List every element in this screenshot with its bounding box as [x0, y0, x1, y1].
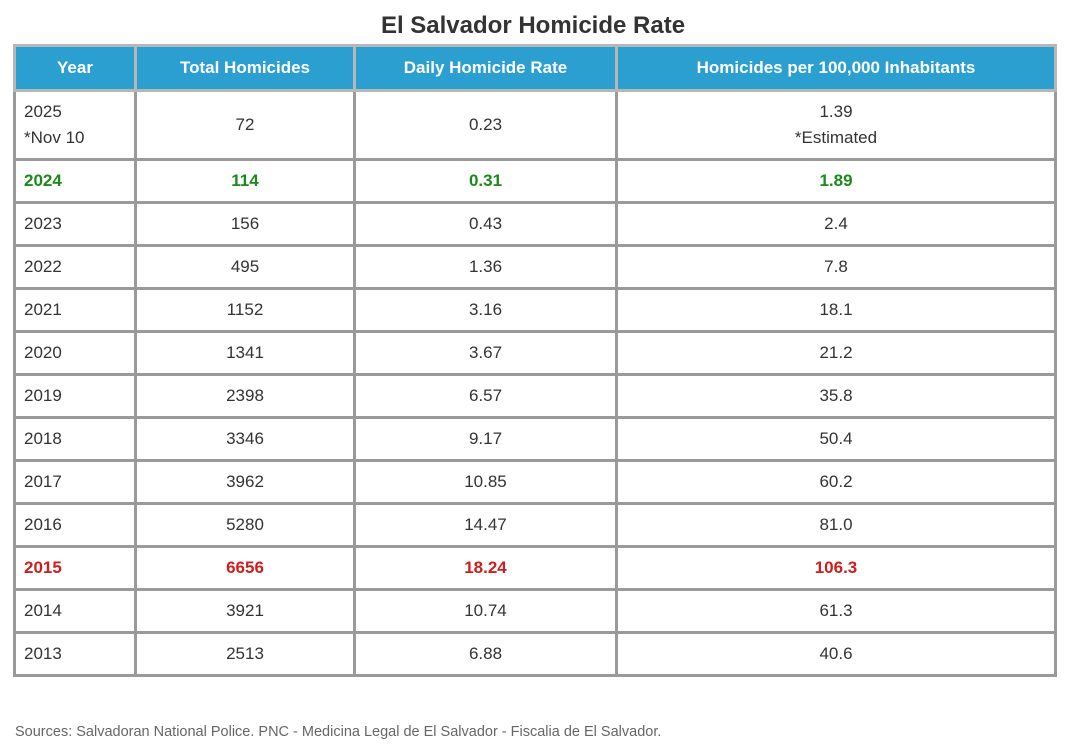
- page-title: El Salvador Homicide Rate: [380, 12, 686, 39]
- per-100k-cell: 81.0: [615, 502, 1057, 548]
- total-homicides-cell: 1152: [134, 287, 356, 333]
- daily-rate-cell: 3.67: [353, 330, 618, 376]
- daily-rate-cell: 9.17: [353, 416, 618, 462]
- table-row-highlight-red: 2015 6656 18.24 106.3: [13, 545, 1057, 591]
- table-row: 2023 156 0.43 2.4: [13, 201, 1057, 247]
- per-100k-cell: 60.2: [615, 459, 1057, 505]
- daily-rate-cell: 0.31: [353, 158, 618, 204]
- column-header-per-100k: Homicides per 100,000 Inhabitants: [615, 44, 1057, 92]
- year-cell: 2022: [13, 244, 137, 290]
- total-homicides-cell: 6656: [134, 545, 356, 591]
- daily-rate-cell: 6.57: [353, 373, 618, 419]
- daily-rate-cell: 18.24: [353, 545, 618, 591]
- homicide-table: Year Total Homicides Daily Homicide Rate…: [13, 44, 1057, 677]
- daily-rate-cell: 1.36: [353, 244, 618, 290]
- table-row: 2019 2398 6.57 35.8: [13, 373, 1057, 419]
- table-row: 2014 3921 10.74 61.3: [13, 588, 1057, 634]
- table-row: 2017 3962 10.85 60.2: [13, 459, 1057, 505]
- year-note: *Nov 10: [24, 128, 85, 147]
- year-cell: 2014: [13, 588, 137, 634]
- per-100k-note: *Estimated: [794, 128, 878, 147]
- total-homicides-cell: 114: [134, 158, 356, 204]
- daily-rate-cell: 0.43: [353, 201, 618, 247]
- year-cell: 2023: [13, 201, 137, 247]
- year-cell: 2013: [13, 631, 137, 677]
- total-homicides-cell: 2513: [134, 631, 356, 677]
- column-header-total-homicides: Total Homicides: [134, 44, 356, 92]
- table-row: 2022 495 1.36 7.8: [13, 244, 1057, 290]
- total-homicides-cell: 1341: [134, 330, 356, 376]
- table-row: 2021 1152 3.16 18.1: [13, 287, 1057, 333]
- total-homicides-cell: 3962: [134, 459, 356, 505]
- per-100k-value: 1.39: [819, 102, 853, 121]
- column-header-year: Year: [13, 44, 137, 92]
- daily-rate-cell: 10.85: [353, 459, 618, 505]
- per-100k-cell: 1.39 *Estimated: [615, 89, 1057, 161]
- daily-rate-cell: 0.23: [353, 89, 618, 161]
- total-homicides-cell: 156: [134, 201, 356, 247]
- per-100k-cell: 18.1: [615, 287, 1057, 333]
- per-100k-cell: 21.2: [615, 330, 1057, 376]
- year-cell: 2015: [13, 545, 137, 591]
- year-cell: 2025 *Nov 10: [13, 89, 137, 161]
- year-cell: 2021: [13, 287, 137, 333]
- daily-rate-cell: 6.88: [353, 631, 618, 677]
- per-100k-cell: 50.4: [615, 416, 1057, 462]
- year-cell: 2017: [13, 459, 137, 505]
- column-header-daily-rate: Daily Homicide Rate: [353, 44, 618, 92]
- year-value: 2025: [24, 102, 62, 121]
- total-homicides-cell: 2398: [134, 373, 356, 419]
- table-row: 2016 5280 14.47 81.0: [13, 502, 1057, 548]
- per-100k-cell: 2.4: [615, 201, 1057, 247]
- table-row: 2025 *Nov 10 72 0.23 1.39 *Estimated: [13, 89, 1057, 161]
- year-cell: 2019: [13, 373, 137, 419]
- daily-rate-cell: 14.47: [353, 502, 618, 548]
- table-row: 2013 2513 6.88 40.6: [13, 631, 1057, 677]
- per-100k-cell: 40.6: [615, 631, 1057, 677]
- per-100k-cell: 61.3: [615, 588, 1057, 634]
- per-100k-cell: 35.8: [615, 373, 1057, 419]
- table-header-row: Year Total Homicides Daily Homicide Rate…: [13, 44, 1057, 92]
- year-cell: 2016: [13, 502, 137, 548]
- total-homicides-cell: 3346: [134, 416, 356, 462]
- total-homicides-cell: 5280: [134, 502, 356, 548]
- daily-rate-cell: 10.74: [353, 588, 618, 634]
- total-homicides-cell: 3921: [134, 588, 356, 634]
- table-row-highlight-green: 2024 114 0.31 1.89: [13, 158, 1057, 204]
- sources-note: Sources: Salvadoran National Police. PNC…: [15, 724, 662, 740]
- per-100k-cell: 7.8: [615, 244, 1057, 290]
- per-100k-cell: 106.3: [615, 545, 1057, 591]
- table-row: 2020 1341 3.67 21.2: [13, 330, 1057, 376]
- year-cell: 2020: [13, 330, 137, 376]
- year-cell: 2018: [13, 416, 137, 462]
- daily-rate-cell: 3.16: [353, 287, 618, 333]
- table-row: 2018 3346 9.17 50.4: [13, 416, 1057, 462]
- year-cell: 2024: [13, 158, 137, 204]
- total-homicides-cell: 72: [134, 89, 356, 161]
- total-homicides-cell: 495: [134, 244, 356, 290]
- per-100k-cell: 1.89: [615, 158, 1057, 204]
